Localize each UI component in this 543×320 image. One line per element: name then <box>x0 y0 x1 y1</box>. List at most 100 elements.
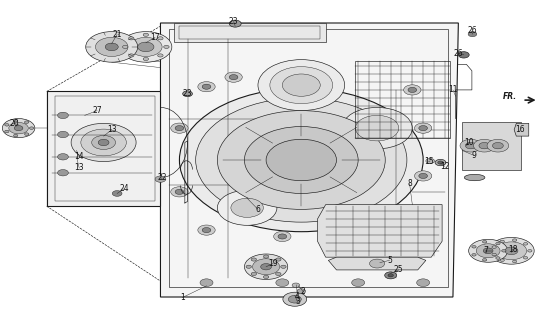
Text: 23: 23 <box>183 89 192 98</box>
Circle shape <box>419 173 427 179</box>
Text: 7: 7 <box>483 246 488 255</box>
Text: 2: 2 <box>300 287 305 296</box>
Circle shape <box>24 121 29 124</box>
Circle shape <box>403 219 421 229</box>
Circle shape <box>130 37 162 56</box>
Circle shape <box>202 84 211 89</box>
Circle shape <box>9 123 28 134</box>
Circle shape <box>129 37 134 40</box>
Circle shape <box>370 259 384 268</box>
Circle shape <box>426 158 434 164</box>
Circle shape <box>261 264 272 270</box>
Circle shape <box>81 129 127 156</box>
Text: 13: 13 <box>74 164 84 172</box>
Text: 10: 10 <box>464 138 474 147</box>
Text: 21: 21 <box>112 30 122 39</box>
Circle shape <box>523 243 528 245</box>
Circle shape <box>198 82 215 92</box>
Circle shape <box>129 54 134 57</box>
Text: 17: 17 <box>150 33 160 42</box>
Circle shape <box>496 242 527 260</box>
Circle shape <box>276 279 289 286</box>
Circle shape <box>483 241 487 243</box>
Text: 4: 4 <box>295 292 300 300</box>
Polygon shape <box>329 257 426 270</box>
Circle shape <box>96 37 128 56</box>
Text: 19: 19 <box>268 259 278 268</box>
Circle shape <box>138 42 154 52</box>
Circle shape <box>414 123 432 133</box>
Text: 1: 1 <box>180 293 185 302</box>
Text: 12: 12 <box>440 162 450 171</box>
Circle shape <box>251 258 256 261</box>
Text: 24: 24 <box>119 184 129 193</box>
Text: 6: 6 <box>256 205 261 214</box>
Circle shape <box>468 32 477 37</box>
Circle shape <box>175 125 184 131</box>
Circle shape <box>414 171 432 181</box>
Circle shape <box>505 247 518 255</box>
Circle shape <box>496 257 500 259</box>
Circle shape <box>276 258 281 261</box>
Circle shape <box>342 108 412 149</box>
Text: FR.: FR. <box>503 92 517 101</box>
Circle shape <box>297 289 306 294</box>
Circle shape <box>246 265 251 268</box>
Circle shape <box>86 32 138 62</box>
Circle shape <box>419 125 427 131</box>
Circle shape <box>244 254 288 279</box>
Circle shape <box>282 74 320 96</box>
Circle shape <box>460 139 482 152</box>
Circle shape <box>229 75 238 80</box>
Circle shape <box>500 240 504 243</box>
Circle shape <box>483 248 493 254</box>
Text: 13: 13 <box>107 125 117 134</box>
Text: 14: 14 <box>74 152 84 161</box>
Circle shape <box>465 142 476 149</box>
Circle shape <box>492 253 496 256</box>
Circle shape <box>195 98 407 222</box>
Circle shape <box>29 127 34 129</box>
Text: 9: 9 <box>471 151 476 160</box>
Circle shape <box>198 225 215 235</box>
Circle shape <box>229 20 241 27</box>
Circle shape <box>252 259 280 275</box>
Text: 23: 23 <box>229 17 238 26</box>
Circle shape <box>155 176 166 182</box>
Circle shape <box>143 33 149 36</box>
Circle shape <box>92 135 116 149</box>
Circle shape <box>263 255 269 258</box>
Circle shape <box>266 139 337 181</box>
Text: 26: 26 <box>453 49 463 58</box>
Circle shape <box>200 279 213 286</box>
Circle shape <box>356 116 399 141</box>
Text: 3: 3 <box>295 297 300 306</box>
Text: 11: 11 <box>448 85 458 94</box>
Circle shape <box>263 275 269 278</box>
Circle shape <box>408 87 416 92</box>
Circle shape <box>98 139 109 146</box>
Circle shape <box>202 228 211 233</box>
Text: 5: 5 <box>387 256 392 265</box>
Circle shape <box>513 260 517 263</box>
Circle shape <box>58 112 68 119</box>
Circle shape <box>350 231 367 242</box>
Circle shape <box>384 272 396 279</box>
Circle shape <box>71 123 136 162</box>
Polygon shape <box>462 122 521 170</box>
Circle shape <box>179 88 423 232</box>
Circle shape <box>270 67 333 104</box>
Circle shape <box>500 259 504 261</box>
Text: 25: 25 <box>394 265 403 275</box>
Circle shape <box>164 45 169 49</box>
Circle shape <box>14 125 23 131</box>
Circle shape <box>388 274 393 277</box>
Circle shape <box>473 139 495 152</box>
Circle shape <box>231 198 263 217</box>
Circle shape <box>435 159 446 166</box>
Circle shape <box>472 253 476 256</box>
Circle shape <box>217 111 385 209</box>
Circle shape <box>487 139 509 152</box>
Circle shape <box>5 124 9 126</box>
Circle shape <box>171 187 188 197</box>
